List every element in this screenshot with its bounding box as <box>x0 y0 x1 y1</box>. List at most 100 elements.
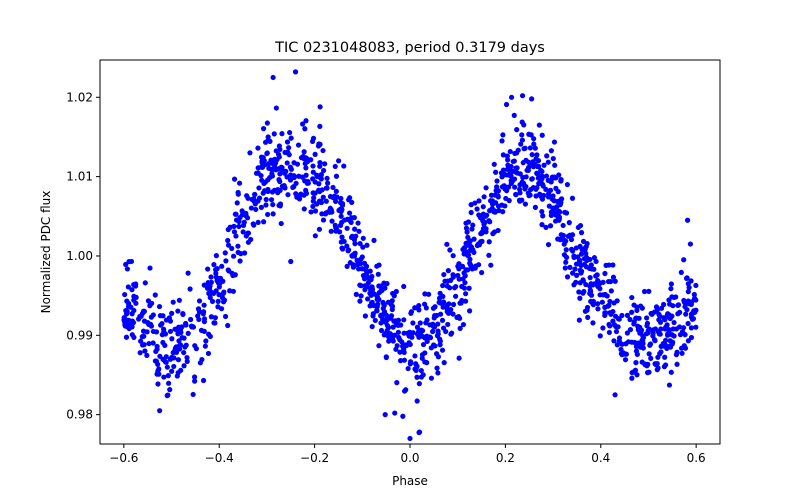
data-point <box>240 229 246 235</box>
data-point <box>444 306 450 312</box>
data-point <box>344 263 350 269</box>
data-point <box>431 324 438 330</box>
data-point <box>569 195 576 201</box>
data-point <box>529 152 535 158</box>
data-point <box>338 195 344 202</box>
data-point <box>657 331 663 337</box>
data-point <box>419 355 425 361</box>
data-point <box>668 281 675 287</box>
data-point <box>545 191 552 197</box>
data-point <box>394 380 400 386</box>
data-point <box>613 328 620 335</box>
data-point <box>201 302 207 308</box>
data-point <box>323 198 329 204</box>
data-point <box>312 151 318 157</box>
data-point <box>316 226 323 232</box>
data-point <box>189 324 195 330</box>
data-point <box>277 178 283 185</box>
data-point <box>265 211 271 218</box>
data-point <box>128 258 135 265</box>
data-point <box>568 236 575 243</box>
data-point <box>357 240 363 247</box>
data-point <box>333 188 339 194</box>
data-point <box>129 311 135 317</box>
data-point <box>170 299 176 305</box>
data-point <box>374 304 380 310</box>
data-point <box>262 162 268 168</box>
data-point <box>276 202 282 209</box>
data-point <box>495 227 501 234</box>
data-point <box>435 331 441 337</box>
data-point <box>685 338 691 344</box>
data-point <box>393 346 399 352</box>
data-point <box>374 308 380 314</box>
data-point <box>270 74 276 81</box>
data-point <box>369 284 375 290</box>
data-point <box>460 321 467 328</box>
data-point <box>162 342 168 348</box>
data-point <box>581 261 588 268</box>
data-point <box>532 204 539 210</box>
data-point <box>355 220 361 226</box>
data-point <box>463 298 469 304</box>
data-point <box>122 323 128 329</box>
data-point <box>427 322 433 328</box>
data-point <box>384 317 390 323</box>
data-point <box>350 264 357 270</box>
data-point <box>634 304 640 310</box>
data-point <box>167 387 173 393</box>
x-tick-label: 0.2 <box>496 451 515 465</box>
data-point <box>169 336 175 342</box>
data-point <box>236 180 243 186</box>
data-point <box>320 167 327 174</box>
data-point <box>416 302 422 309</box>
data-point <box>402 388 408 394</box>
data-point <box>372 291 378 297</box>
data-point <box>578 230 585 236</box>
data-point <box>252 191 258 198</box>
data-point <box>627 327 634 333</box>
data-point <box>142 280 148 286</box>
data-point <box>317 104 323 110</box>
data-point <box>338 213 344 219</box>
data-point <box>250 221 256 227</box>
data-point <box>692 309 698 315</box>
data-point <box>633 315 639 322</box>
data-point <box>124 266 130 272</box>
data-point <box>402 342 408 348</box>
data-point <box>524 167 530 173</box>
data-point <box>556 172 562 178</box>
data-point <box>394 320 400 326</box>
data-point <box>201 282 207 288</box>
data-point <box>414 324 421 330</box>
data-point <box>444 241 450 247</box>
data-point <box>141 318 148 324</box>
data-point <box>661 315 667 321</box>
data-point <box>637 324 643 330</box>
data-point <box>230 253 237 259</box>
y-axis-label: Normalized PDC flux <box>39 191 53 314</box>
data-point <box>165 373 171 379</box>
data-point <box>575 254 581 260</box>
data-point <box>450 301 457 308</box>
data-point <box>273 105 279 111</box>
data-point <box>284 160 290 166</box>
data-point <box>519 137 526 143</box>
data-point <box>658 343 664 349</box>
data-point <box>578 270 584 276</box>
data-point <box>363 267 369 273</box>
data-point <box>673 294 679 300</box>
data-point <box>413 361 419 367</box>
data-point <box>587 283 593 289</box>
data-point <box>310 169 316 175</box>
data-point <box>630 369 636 375</box>
data-point <box>303 155 309 161</box>
data-point <box>424 334 430 340</box>
data-point <box>535 158 542 164</box>
data-point <box>450 274 456 280</box>
data-point <box>233 211 239 217</box>
data-point <box>317 160 323 166</box>
data-point <box>167 328 174 335</box>
data-point <box>211 262 217 268</box>
